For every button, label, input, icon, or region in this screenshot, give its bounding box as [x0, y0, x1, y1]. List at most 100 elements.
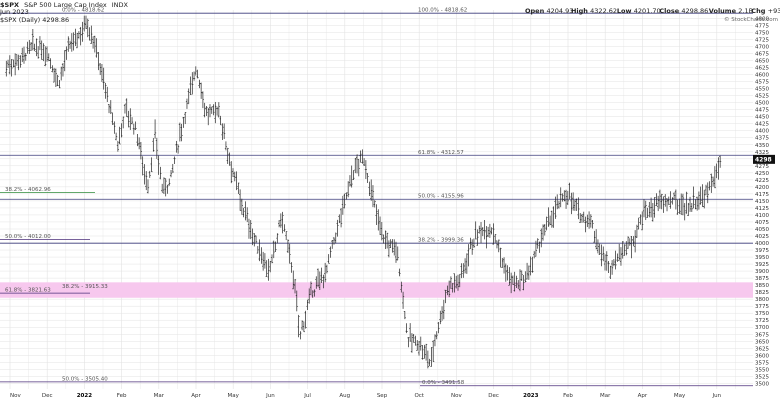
ohlc-bar [263, 253, 267, 269]
ohlc-bar [19, 55, 22, 68]
ohlc-bar [673, 192, 676, 200]
ohlc-bar [325, 264, 329, 274]
ohlc-bar [572, 192, 575, 211]
ohlc-bar [655, 193, 658, 207]
ohlc-bar [657, 195, 660, 212]
y-tick-label: 3950 [755, 255, 769, 261]
ohlc-bar [68, 40, 72, 49]
ohlc-bar [297, 314, 300, 338]
ohlc-bar [586, 214, 589, 228]
ohlc-bar [226, 147, 229, 164]
ohlc-bar [460, 263, 463, 279]
ohlc-bar [189, 76, 192, 96]
x-tick-label: Dec [488, 393, 499, 399]
ohlc-bar [527, 265, 530, 280]
y-tick-label: 4450 [755, 115, 769, 121]
ohlc-bar [370, 179, 373, 201]
ohlc-bar [382, 234, 385, 244]
ohlc-bar [129, 108, 132, 130]
y-tick-label: 4600 [755, 73, 769, 79]
ohlc-bar [711, 176, 715, 187]
ohlc-bar [437, 322, 440, 334]
y-tick-label: 4075 [755, 220, 769, 226]
x-tick-label: 2022 [77, 393, 92, 399]
x-tick-label: Mar [600, 393, 611, 399]
ohlc-bar [529, 256, 532, 276]
ohlc-bar [12, 59, 15, 68]
ohlc-bar [697, 191, 701, 210]
ohlc-bar [681, 193, 685, 216]
y-tick-label: 3900 [755, 269, 769, 275]
ohlc-bar [593, 230, 596, 243]
ohlc-bar [228, 152, 231, 166]
ohlc-bar [192, 71, 196, 81]
y-tick-label: 3600 [755, 353, 769, 359]
ohlc-bar [646, 207, 649, 218]
ohlc-item: High 4322.62 [571, 7, 617, 15]
ohlc-bar [364, 160, 367, 179]
ohlc-bar [214, 101, 217, 124]
ohlc-bar [196, 69, 199, 79]
ohlc-bar [559, 187, 562, 208]
ohlc-bar [173, 156, 176, 164]
fib-level-label: 38.2% - 4062.96 [5, 187, 51, 193]
ohlc-bar [311, 290, 314, 298]
ohlc-bar [249, 220, 252, 240]
ohlc-bar [301, 320, 304, 331]
ohlc-bar [423, 344, 426, 359]
ohlc-bar [157, 155, 160, 175]
ohlc-bar [683, 203, 686, 221]
ohlc-bar [467, 244, 470, 267]
ohlc-bar [591, 220, 594, 229]
ohlc-bar [476, 229, 479, 246]
ohlc-bar [15, 54, 19, 66]
fib-level-label: 61.8% - 3821.63 [5, 288, 51, 294]
y-tick-label: 3850 [755, 283, 769, 289]
y-tick-label: 4350 [755, 143, 769, 149]
y-tick-label: 4800 [755, 16, 769, 22]
ohlc-bar [21, 47, 24, 63]
y-tick-label: 4475 [755, 108, 769, 114]
price-bars [5, 15, 722, 369]
ohlc-bar [51, 65, 54, 73]
ohlc-bar [704, 184, 708, 196]
ohlc-bar [403, 311, 406, 320]
y-tick-label: 4275 [755, 164, 769, 170]
ohlc-bar [29, 42, 33, 52]
ohlc-bar [538, 241, 541, 253]
ohlc-bar [316, 268, 320, 287]
ohlc-bar [99, 63, 102, 76]
ohlc-bar [201, 91, 205, 109]
y-tick-label: 3975 [755, 248, 769, 254]
ohlc-bar [283, 224, 286, 232]
ohlc-bar [384, 230, 387, 250]
ohlc-item: Chg +93 (+2.11%) [751, 7, 780, 15]
ohlc-bar [292, 270, 295, 290]
x-tick-label: Nov [10, 393, 21, 399]
y-tick-label: 4700 [755, 44, 769, 50]
ohlc-bar [678, 198, 681, 214]
ohlc-bar [155, 137, 158, 159]
ohlc-bar [81, 21, 84, 42]
ohlc-bar [490, 227, 493, 235]
ohlc-bar [345, 192, 348, 200]
ohlc-bar [72, 32, 75, 51]
ohlc-bar [611, 260, 614, 275]
y-tick-label: 4375 [755, 136, 769, 142]
ohlc-bar [164, 178, 167, 197]
ohlc-bar [699, 186, 702, 205]
ohlc-bar [77, 31, 81, 39]
ohlc-bar [42, 43, 45, 62]
ohlc-bar [123, 103, 127, 114]
ohlc-bar [239, 189, 242, 211]
exchange: INDX [112, 1, 129, 9]
ohlc-bar [104, 82, 107, 99]
ohlc-bar [88, 27, 91, 41]
ohlc-bar [38, 36, 42, 51]
ohlc-bar [584, 216, 587, 233]
ohlc-bar [198, 79, 201, 89]
ohlc-bar [361, 149, 364, 164]
ohlc-bar [17, 54, 20, 71]
ohlc-bar [582, 211, 585, 223]
ohlc-bar [100, 63, 104, 82]
